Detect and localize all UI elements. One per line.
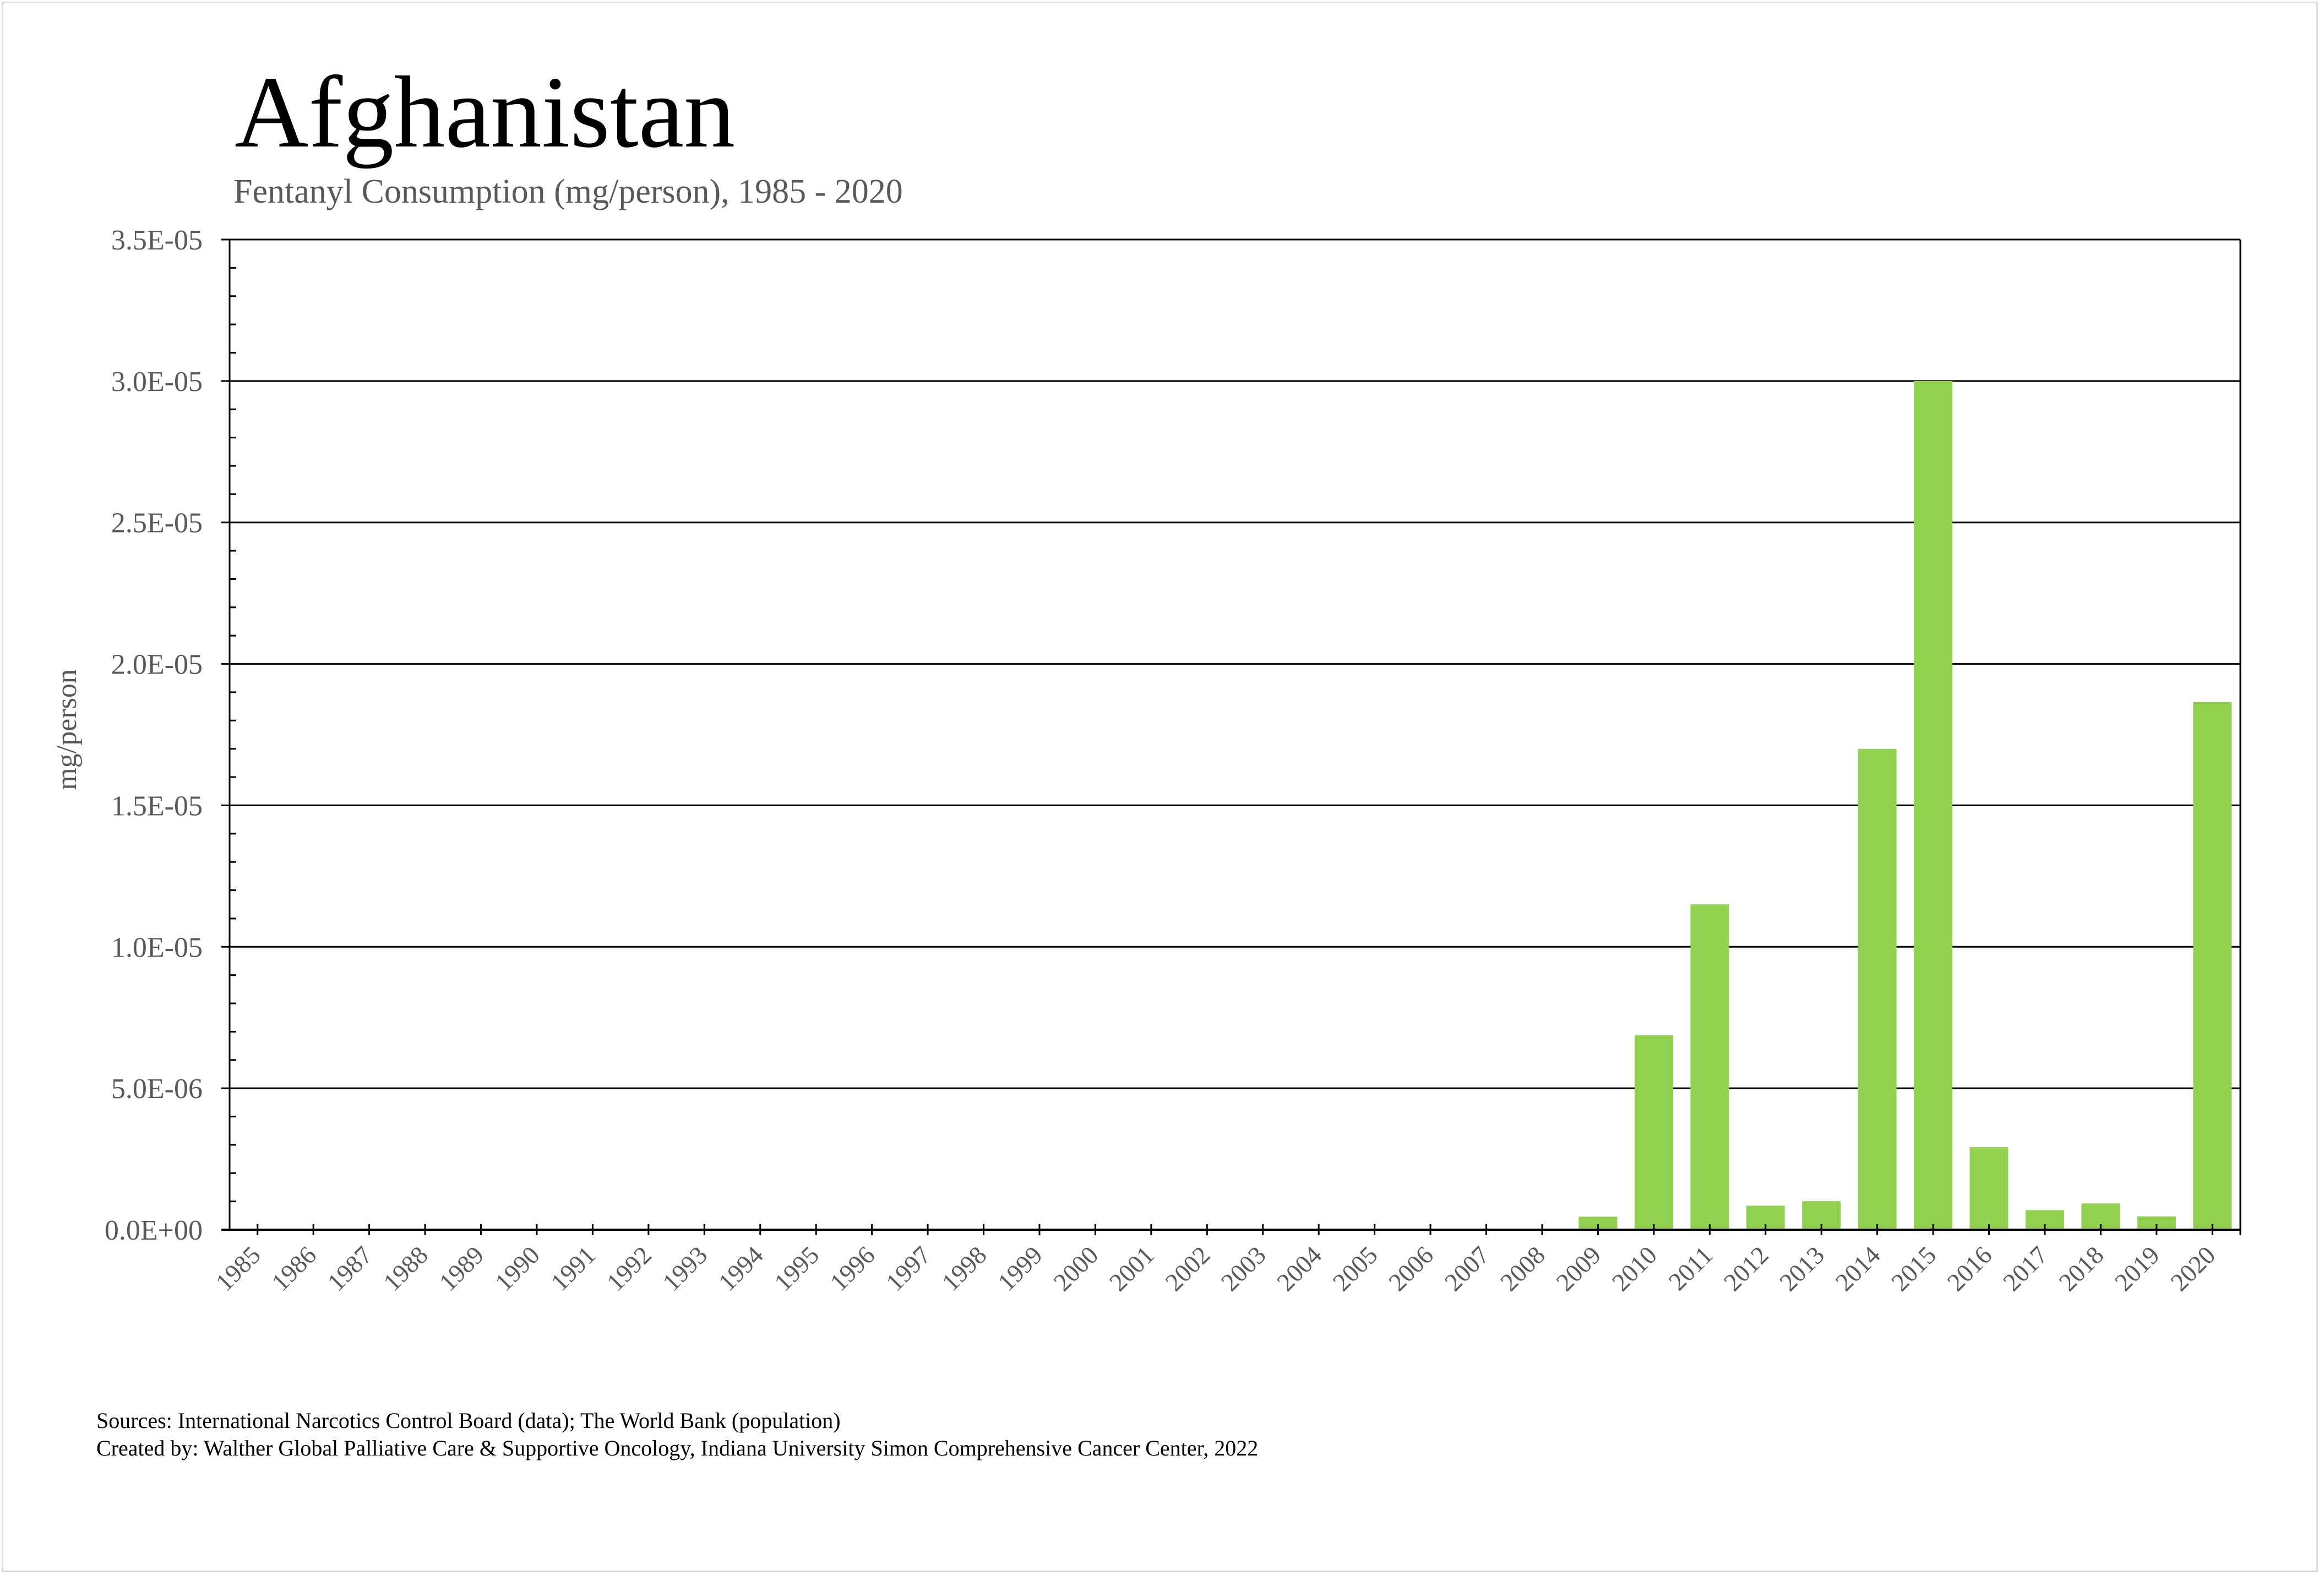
created-by-note: Created by: Walther Global Palliative Ca… xyxy=(96,1436,1259,1460)
x-tick-label: 2007 xyxy=(1439,1241,1494,1296)
x-tick-label: 2008 xyxy=(1495,1241,1550,1296)
y-tick-label: 1.0E-05 xyxy=(111,932,203,963)
axes xyxy=(221,238,2241,1235)
chart-title: Afghanistan xyxy=(235,56,736,169)
x-tick-label: 2019 xyxy=(2109,1241,2165,1296)
bars xyxy=(1579,381,2232,1230)
x-tick-label: 1997 xyxy=(880,1241,936,1296)
y-tick-label: 1.5E-05 xyxy=(111,790,203,822)
x-tick-label: 2004 xyxy=(1271,1241,1327,1296)
bar-2016 xyxy=(1969,1147,2009,1230)
x-tick-label: 2010 xyxy=(1607,1241,1662,1296)
y-tick-label: 3.0E-05 xyxy=(111,366,203,398)
x-tick-label: 2012 xyxy=(1718,1241,1774,1296)
y-tick-label: 0.0E+00 xyxy=(105,1215,203,1246)
x-tick-label: 1993 xyxy=(657,1241,712,1296)
x-tick-label: 2020 xyxy=(2165,1241,2220,1296)
x-tick-label: 1988 xyxy=(378,1241,433,1296)
chart-footer: Sources: International Narcotics Control… xyxy=(96,1407,1258,1462)
y-tick-labels: 0.0E+00 5.0E-06 1.0E-05 1.5E-05 2.0E-05 2.5E-… xyxy=(105,225,203,1246)
gridlines xyxy=(230,238,2240,1089)
x-tick-label: 1991 xyxy=(545,1241,601,1296)
y-axis-title: mg/person xyxy=(51,669,83,790)
chart-subtitle: Fentanyl Consumption (mg/person), 1985 -… xyxy=(233,173,903,210)
x-tick-label: 2011 xyxy=(1663,1241,1718,1296)
x-tick-label: 1994 xyxy=(713,1241,769,1296)
x-tick-label: 2006 xyxy=(1383,1241,1439,1296)
x-tick-label: 1990 xyxy=(489,1241,545,1296)
x-tick-label: 2005 xyxy=(1327,1241,1383,1296)
x-tick-label: 1992 xyxy=(601,1241,657,1296)
x-tick-label: 2014 xyxy=(1830,1241,1886,1296)
y-tick-label: 5.0E-06 xyxy=(111,1073,203,1105)
x-tick-label: 2000 xyxy=(1048,1241,1103,1296)
x-tick-label: 2009 xyxy=(1550,1241,1606,1296)
x-tick-label: 2002 xyxy=(1160,1241,1215,1296)
bar-2015 xyxy=(1914,381,1953,1230)
bar-2009 xyxy=(1579,1216,1618,1230)
y-tick-label: 2.0E-05 xyxy=(111,649,203,681)
x-tick-label: 1998 xyxy=(936,1241,992,1296)
x-tick-label: 2013 xyxy=(1774,1241,1830,1296)
x-tick-label: 1995 xyxy=(769,1241,824,1296)
sources-note: Sources: International Narcotics Control… xyxy=(96,1408,841,1433)
bar-2010 xyxy=(1634,1035,1673,1230)
x-tick-label: 1986 xyxy=(266,1241,322,1296)
x-tick-label: 2018 xyxy=(2053,1241,2109,1296)
x-tick-label: 2016 xyxy=(1941,1241,1997,1296)
x-tick-label: 1996 xyxy=(825,1241,880,1296)
bar-2011 xyxy=(1690,904,1729,1230)
x-tick-label: 2003 xyxy=(1216,1241,1271,1296)
bar-2020 xyxy=(2193,702,2232,1230)
x-tick-label: 1985 xyxy=(210,1241,266,1296)
x-tick-label: 1999 xyxy=(992,1241,1048,1296)
x-tick-label: 2015 xyxy=(1886,1241,1941,1296)
x-tick-label: 1989 xyxy=(433,1241,489,1296)
x-tick-label: 2001 xyxy=(1104,1241,1160,1296)
x-tick-labels: 1985 1986 1987 1988 1989 1990 1991 1992 1993 1994… xyxy=(210,1241,2221,1296)
y-tick-label: 3.5E-05 xyxy=(111,225,203,256)
x-tick-label: 2017 xyxy=(1998,1241,2053,1296)
bar-2014 xyxy=(1858,748,1897,1230)
x-tick-label: 1987 xyxy=(322,1241,378,1296)
y-tick-label: 2.5E-05 xyxy=(111,508,203,539)
